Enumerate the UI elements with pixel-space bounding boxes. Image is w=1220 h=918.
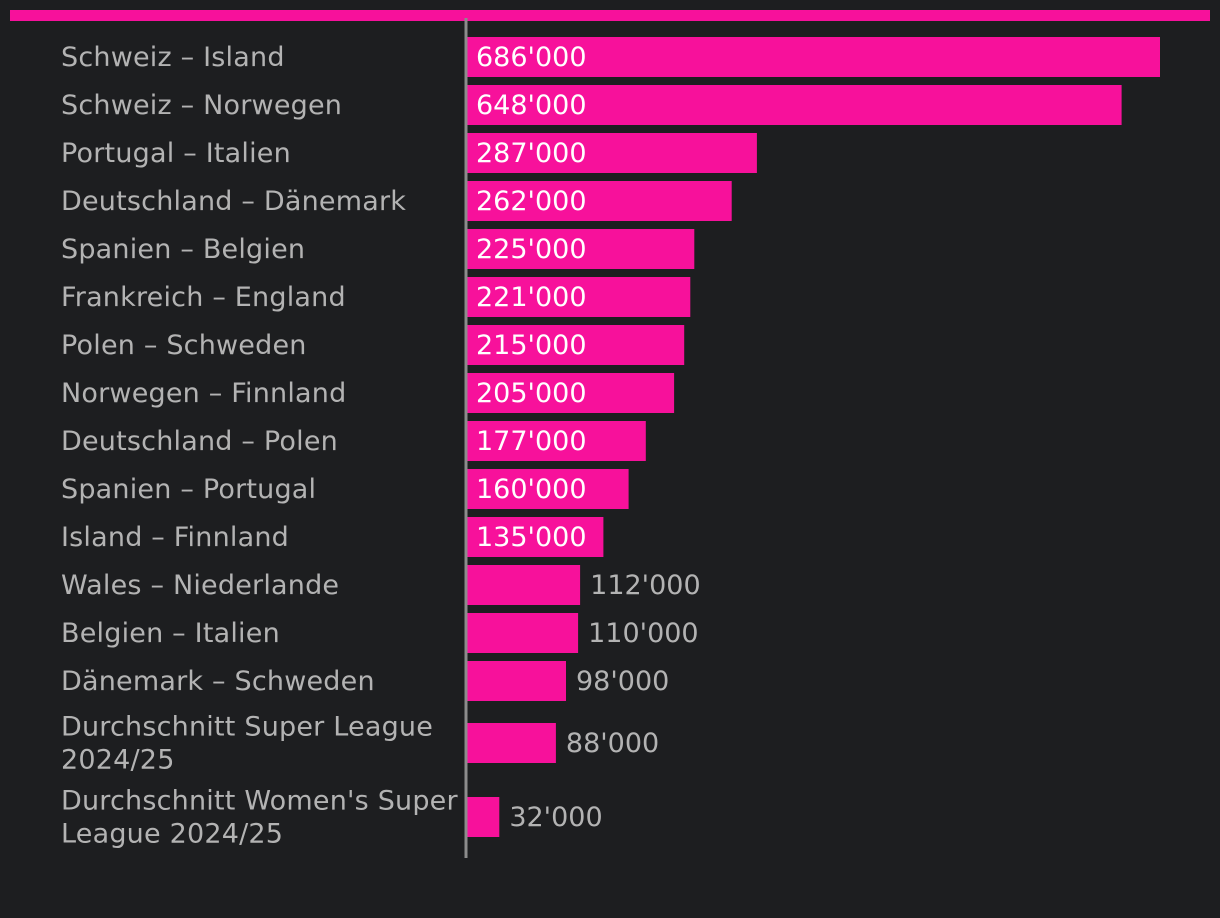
bar bbox=[467, 723, 556, 763]
value-label: 262'000 bbox=[476, 186, 587, 217]
bar bbox=[467, 229, 695, 269]
bar bbox=[467, 373, 675, 413]
bar bbox=[467, 37, 1160, 77]
category-label: Dänemark – Schweden bbox=[61, 666, 375, 697]
category-label: Schweiz – Island bbox=[61, 42, 285, 73]
value-label: 135'000 bbox=[476, 522, 587, 553]
bar bbox=[467, 517, 604, 557]
category-label: Durchschnitt Women's Super League 2024/25 bbox=[61, 786, 458, 850]
top-rule bbox=[10, 10, 1210, 21]
bar bbox=[467, 797, 500, 837]
bar bbox=[467, 85, 1122, 125]
bar bbox=[467, 565, 581, 605]
bars bbox=[467, 37, 1160, 837]
value-label: 686'000 bbox=[476, 42, 587, 73]
category-label: Island – Finnland bbox=[61, 522, 289, 553]
value-label: 225'000 bbox=[476, 234, 587, 265]
category-label: Deutschland – Dänemark bbox=[61, 186, 406, 217]
category-label: Frankreich – England bbox=[61, 282, 346, 313]
category-label: Spanien – Portugal bbox=[61, 474, 316, 505]
category-label: Schweiz – Norwegen bbox=[61, 90, 342, 121]
category-label: Deutschland – Polen bbox=[61, 426, 338, 457]
category-label: Polen – Schweden bbox=[61, 330, 307, 361]
category-label: Belgien – Italien bbox=[61, 618, 280, 649]
value-label: 98'000 bbox=[576, 666, 669, 697]
bar bbox=[467, 133, 757, 173]
value-label: 112'000 bbox=[590, 570, 701, 601]
value-label: 160'000 bbox=[476, 474, 587, 505]
bar bbox=[467, 325, 685, 365]
category-labels: Schweiz – Island Schweiz – Norwegen Portug… bbox=[61, 42, 458, 850]
value-labels: 686'000 648'000 287'000 262'000 225'000 221'0… bbox=[476, 42, 701, 833]
category-label: Wales – Niederlande bbox=[61, 570, 339, 601]
category-label: Portugal – Italien bbox=[61, 138, 291, 169]
value-label: 215'000 bbox=[476, 330, 587, 361]
value-label: 177'000 bbox=[476, 426, 587, 457]
bar bbox=[467, 181, 732, 221]
value-label: 648'000 bbox=[476, 90, 587, 121]
bar bbox=[467, 613, 579, 653]
value-label: 110'000 bbox=[588, 618, 699, 649]
bar bbox=[467, 277, 691, 317]
value-label: 287'000 bbox=[476, 138, 587, 169]
bar bbox=[467, 469, 629, 509]
value-label: 205'000 bbox=[476, 378, 587, 409]
category-label: Norwegen – Finnland bbox=[61, 378, 346, 409]
category-label: Durchschnitt Super League 2024/25 bbox=[61, 712, 433, 776]
category-label: Spanien – Belgien bbox=[61, 234, 305, 265]
bar bbox=[467, 421, 646, 461]
value-label: 88'000 bbox=[566, 728, 659, 759]
value-label: 32'000 bbox=[509, 802, 602, 833]
bar bbox=[467, 661, 566, 701]
value-label: 221'000 bbox=[476, 282, 587, 313]
